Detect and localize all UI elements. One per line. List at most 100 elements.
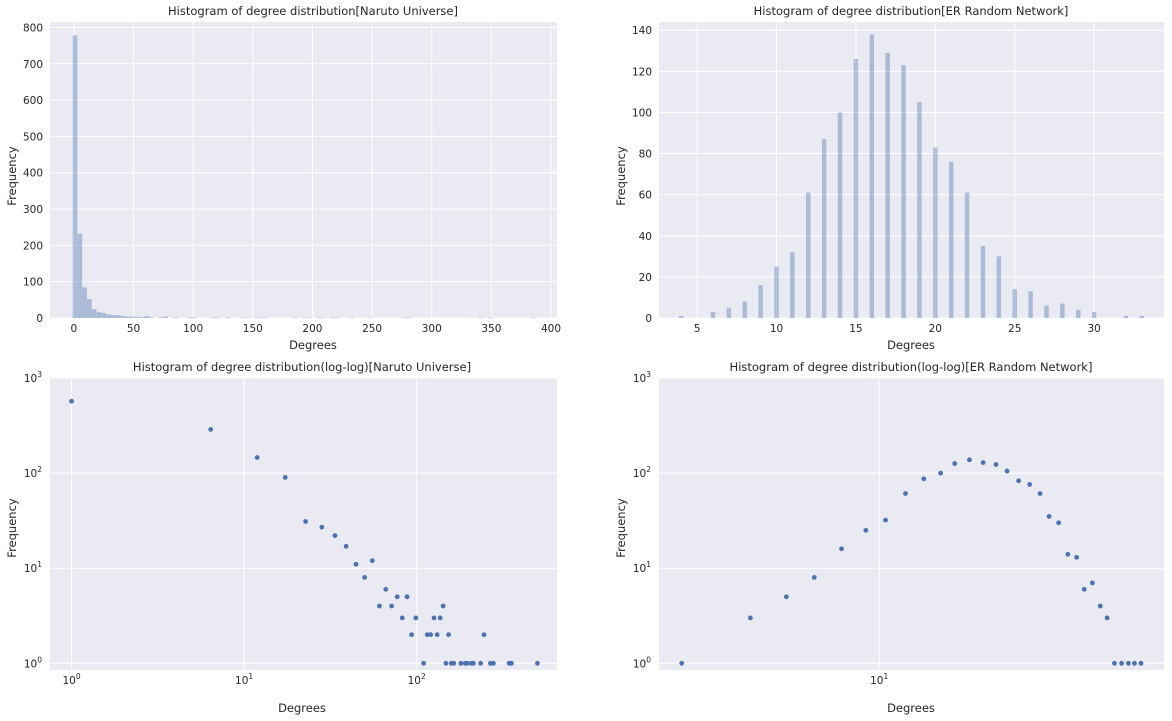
x-tick-label: 25 bbox=[1008, 323, 1021, 335]
data-point bbox=[1104, 615, 1110, 621]
plot-area bbox=[659, 22, 1164, 318]
histogram-bar bbox=[77, 233, 83, 318]
y-tick-label: 101 bbox=[633, 560, 651, 575]
data-point bbox=[1090, 580, 1095, 586]
data-point bbox=[883, 517, 888, 523]
y-tick-label: 0 bbox=[645, 313, 652, 325]
histogram-bar bbox=[742, 301, 747, 318]
data-point bbox=[490, 660, 496, 666]
y-tick-label: 120 bbox=[632, 66, 652, 78]
data-point bbox=[434, 632, 440, 638]
data-point bbox=[1132, 660, 1137, 666]
data-point bbox=[966, 457, 972, 463]
x-tick-label: 10 bbox=[770, 323, 783, 335]
histogram-bar bbox=[726, 307, 732, 318]
histogram-bar bbox=[1012, 289, 1017, 318]
x-tick-label: 102 bbox=[408, 672, 426, 687]
histogram-bar bbox=[87, 299, 92, 318]
data-point bbox=[421, 660, 427, 666]
y-axis-label: Frequency bbox=[614, 498, 628, 558]
data-point bbox=[1027, 482, 1033, 487]
data-point bbox=[282, 475, 288, 480]
histogram-bar bbox=[996, 256, 1002, 318]
histogram-bar bbox=[869, 34, 875, 318]
data-point bbox=[478, 660, 484, 666]
histogram-bar bbox=[837, 112, 843, 318]
y-tick-label: 20 bbox=[639, 272, 652, 284]
data-point bbox=[921, 476, 927, 482]
chart-panel-naruto-histogram: Histogram of degree distribution[Naruto … bbox=[5, 4, 561, 352]
data-point bbox=[1138, 660, 1144, 666]
data-point bbox=[404, 594, 410, 600]
histogram-bar bbox=[187, 317, 192, 318]
data-point bbox=[319, 524, 325, 530]
histogram-bar bbox=[368, 317, 374, 319]
histogram-bar bbox=[901, 65, 906, 319]
histogram-bar bbox=[192, 317, 197, 318]
data-point bbox=[369, 558, 375, 564]
y-tick-label: 0 bbox=[36, 313, 43, 325]
data-point bbox=[1112, 660, 1117, 666]
histogram-bar bbox=[478, 317, 483, 319]
histogram-bar bbox=[885, 52, 890, 318]
data-point bbox=[394, 594, 400, 600]
x-tick-label: 101 bbox=[870, 672, 888, 687]
data-point bbox=[1056, 520, 1062, 526]
data-point bbox=[362, 575, 368, 580]
histogram-bar bbox=[401, 317, 407, 319]
histogram-bar bbox=[679, 315, 684, 318]
data-point bbox=[458, 660, 464, 666]
histogram-bar bbox=[106, 314, 111, 318]
histogram-bar bbox=[316, 317, 321, 319]
histogram-bar bbox=[292, 317, 297, 319]
x-tick-label: 150 bbox=[243, 323, 263, 335]
y-axis-label: Frequency bbox=[5, 146, 19, 206]
histogram-bar bbox=[129, 316, 135, 318]
x-tick-label: 100 bbox=[183, 323, 203, 335]
y-tick-label: 700 bbox=[23, 59, 43, 71]
data-point bbox=[353, 561, 359, 567]
data-point bbox=[431, 615, 437, 621]
histogram-bar bbox=[301, 317, 307, 319]
data-point bbox=[69, 398, 74, 404]
y-tick-label: 102 bbox=[24, 465, 42, 480]
histogram-bar bbox=[964, 192, 970, 318]
data-point bbox=[470, 660, 476, 666]
histogram-bar bbox=[530, 317, 536, 319]
histogram-bar bbox=[244, 317, 250, 319]
histogram-bar bbox=[1123, 315, 1129, 318]
x-tick-label: 15 bbox=[849, 323, 862, 335]
data-point bbox=[437, 615, 443, 621]
x-tick-label: 100 bbox=[62, 672, 80, 687]
data-point bbox=[399, 615, 405, 621]
data-point bbox=[1065, 551, 1071, 557]
data-point bbox=[938, 470, 944, 476]
data-point bbox=[409, 632, 414, 638]
histogram-bar bbox=[254, 317, 259, 319]
data-point bbox=[446, 632, 452, 638]
histogram-bar bbox=[1060, 303, 1065, 318]
data-point bbox=[903, 491, 908, 496]
data-point bbox=[440, 603, 446, 609]
histogram-bar bbox=[710, 311, 716, 318]
chart-title: Histogram of degree distribution(log-log… bbox=[730, 360, 1093, 374]
x-axis-label: Degrees bbox=[289, 338, 337, 352]
histogram-bar bbox=[172, 317, 178, 318]
data-point bbox=[1126, 660, 1131, 666]
data-point bbox=[443, 660, 449, 666]
x-tick-label: 50 bbox=[127, 323, 140, 335]
data-point bbox=[383, 586, 389, 592]
data-point bbox=[428, 632, 434, 638]
data-point bbox=[863, 527, 869, 533]
chart-title: Histogram of degree distribution[ER Rand… bbox=[754, 4, 1069, 18]
histogram-bar bbox=[933, 147, 938, 318]
y-tick-label: 100 bbox=[24, 655, 42, 670]
data-point bbox=[783, 594, 789, 600]
y-tick-label: 140 bbox=[632, 25, 652, 37]
histogram-bar bbox=[72, 35, 78, 318]
histogram-bar bbox=[1139, 315, 1144, 318]
data-point bbox=[1074, 554, 1080, 560]
plot-area bbox=[50, 378, 557, 670]
histogram-bar bbox=[91, 309, 97, 318]
histogram-bar bbox=[774, 266, 779, 318]
